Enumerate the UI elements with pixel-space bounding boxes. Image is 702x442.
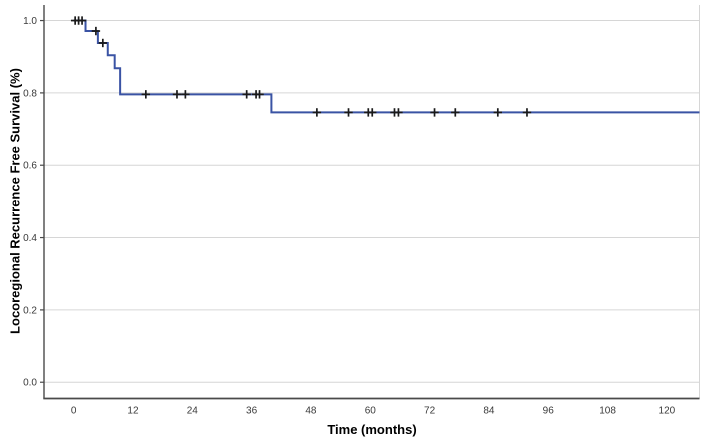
y-axis-title: Locoregional Recurrence Free Survival (%… (7, 68, 23, 334)
x-tick-label: 0 (71, 406, 77, 417)
x-tick-label: 24 (187, 406, 199, 417)
x-axis-title: Time (months) (327, 422, 417, 437)
x-tick-label: 108 (599, 406, 616, 417)
y-tick-label: 1.0 (23, 16, 37, 27)
x-tick-label: 60 (365, 406, 377, 417)
x-tick-label: 12 (127, 406, 139, 417)
x-tick-label: 36 (246, 406, 258, 417)
y-tick-label: 0.0 (23, 378, 37, 389)
x-tick-label: 48 (305, 406, 317, 417)
x-tick-label: 96 (543, 406, 555, 417)
survival-curve (73, 19, 700, 114)
x-tick-label: 84 (483, 406, 495, 417)
y-tick-label: 0.4 (23, 233, 37, 244)
y-tick-label: 0.8 (23, 88, 37, 99)
x-tick-label: 120 (659, 406, 676, 417)
x-tick-label: 72 (424, 406, 436, 417)
y-tick-label: 0.2 (23, 305, 37, 316)
y-tick-label: 0.6 (23, 161, 37, 172)
